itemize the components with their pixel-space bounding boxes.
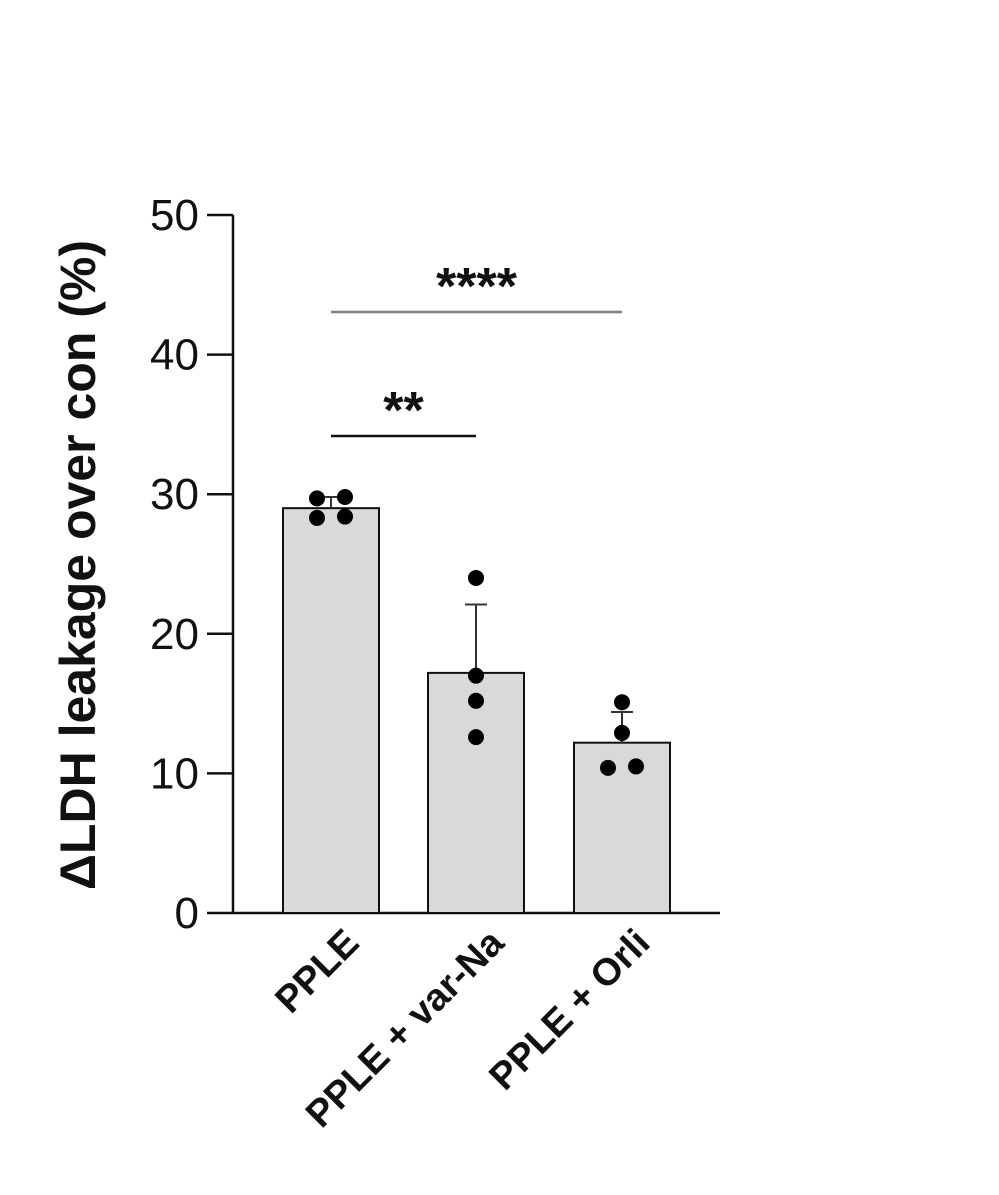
data-points — [309, 488, 644, 776]
bar — [282, 507, 380, 914]
bar — [573, 741, 671, 914]
y-tick-label: 0 — [175, 889, 199, 938]
data-point — [468, 729, 484, 746]
data-point — [337, 488, 353, 505]
y-axis-label: ΔLDH leakage over con (%) — [50, 240, 106, 890]
data-point — [468, 692, 484, 709]
data-point — [337, 508, 353, 525]
data-point — [309, 490, 325, 507]
category-label: PPLE — [267, 922, 367, 1022]
data-point — [468, 569, 484, 586]
data-point — [614, 694, 630, 711]
data-point — [600, 759, 616, 776]
y-tick-label: 20 — [150, 610, 199, 659]
data-point — [614, 724, 630, 741]
y-tick-label: 40 — [150, 331, 199, 380]
data-point — [628, 758, 644, 775]
bar — [427, 671, 525, 914]
axes: 0 10 20 30 40 50 — [150, 191, 720, 938]
data-point — [468, 667, 484, 684]
bars — [282, 507, 671, 914]
significance-label: **** — [436, 258, 518, 316]
significance-brackets: ****** — [331, 258, 622, 440]
significance-label: ** — [383, 382, 424, 440]
y-tick-label: 50 — [150, 191, 199, 240]
data-point — [309, 509, 325, 526]
y-tick-label: 30 — [150, 470, 199, 519]
y-tick-label: 10 — [150, 749, 199, 798]
